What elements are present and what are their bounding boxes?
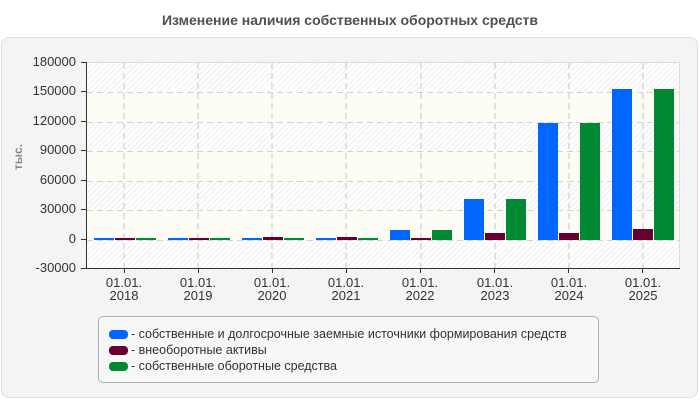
bar (506, 199, 527, 240)
bar (93, 237, 114, 240)
y-tick-mark (81, 150, 86, 152)
bar (411, 237, 432, 240)
y-tick-mark (81, 209, 86, 211)
x-tick-mark (272, 268, 273, 273)
v-gridline (345, 63, 347, 268)
legend-label: - внеоборотные активы (131, 343, 267, 357)
x-tick-mark (420, 268, 421, 273)
bar (135, 237, 156, 240)
v-gridline (123, 63, 125, 268)
y-tick-mark (81, 62, 86, 63)
legend-swatch-icon (109, 361, 128, 371)
bar (432, 229, 453, 240)
legend-swatch-icon (109, 329, 128, 339)
x-tick-label: 01.01. 2022 (401, 275, 439, 303)
bar (538, 122, 559, 240)
v-gridline (420, 63, 422, 268)
x-tick-mark (346, 268, 347, 273)
legend-label: - собственные оборотные средства (131, 359, 337, 373)
y-tick-mark (81, 179, 86, 181)
v-gridline (568, 63, 570, 268)
bar (167, 237, 188, 240)
h-gridline (87, 121, 679, 123)
bar (464, 199, 485, 240)
chart-legend: - собственные и долгосрочные заемные ист… (98, 316, 599, 383)
plot-area (87, 62, 680, 268)
h-gridline (87, 180, 679, 182)
bar (241, 237, 262, 240)
y-tick-label: 120000 (32, 112, 76, 128)
x-axis-line (86, 268, 680, 269)
legend-swatch-icon (109, 345, 128, 355)
bar (315, 237, 336, 240)
chart-title: Изменение наличия собственных оборотных … (161, 12, 539, 28)
y-tick-label: 90000 (39, 142, 76, 158)
bar (485, 233, 506, 240)
bar (559, 232, 580, 240)
x-tick-label: 01.01. 2021 (327, 275, 365, 303)
y-tick-mark (81, 238, 86, 240)
x-tick-mark (494, 268, 495, 273)
v-gridline (642, 63, 644, 268)
x-tick-label: 01.01. 2019 (179, 275, 217, 303)
y-tick-label: 30000 (39, 201, 76, 217)
bar (390, 229, 411, 240)
h-gridline (87, 92, 679, 94)
legend-item-own-and-longterm-sources: - собственные и долгосрочные заемные ист… (109, 326, 567, 342)
x-tick-label: 01.01. 2020 (253, 275, 291, 303)
bar (612, 88, 633, 240)
bar (633, 228, 654, 240)
bar (262, 236, 283, 240)
y-tick-mark (81, 120, 86, 122)
y-tick-mark (81, 268, 86, 269)
grid-band (87, 92, 679, 122)
bar (357, 237, 378, 240)
y-tick-label: 180000 (32, 54, 76, 69)
y-tick-label: 60000 (39, 171, 76, 187)
y-tick-label: 0 (68, 230, 76, 246)
x-tick-label: 01.01. 2025 (624, 275, 662, 303)
legend-label: - собственные и долгосрочные заемные ист… (131, 327, 567, 341)
bar (209, 237, 230, 240)
x-tick-mark (198, 268, 199, 273)
y-axis-line (86, 62, 87, 269)
bar (336, 236, 357, 240)
h-gridline (87, 210, 679, 212)
bar (654, 88, 675, 240)
bar (188, 237, 209, 240)
x-tick-mark (568, 268, 569, 273)
x-tick-label: 01.01. 2024 (550, 275, 588, 303)
y-tick-label: 150000 (32, 83, 76, 99)
x-tick-mark (642, 268, 643, 273)
bar (283, 237, 304, 240)
v-gridline (494, 63, 496, 268)
v-gridline (197, 63, 199, 268)
x-tick-mark (124, 268, 125, 273)
h-gridline (87, 151, 679, 153)
x-tick-label: 01.01. 2018 (105, 275, 143, 303)
bar (580, 122, 601, 240)
v-gridline (271, 63, 273, 268)
legend-item-noncurrent-assets: - внеоборотные активы (109, 342, 267, 358)
y-tick-mark (81, 91, 86, 93)
bar (114, 237, 135, 240)
h-gridline (87, 239, 679, 241)
x-tick-label: 01.01. 2023 (476, 275, 514, 303)
legend-item-own-working-capital: - собственные оборотные средства (109, 358, 337, 374)
y-tick-label: -30000 (35, 260, 76, 275)
